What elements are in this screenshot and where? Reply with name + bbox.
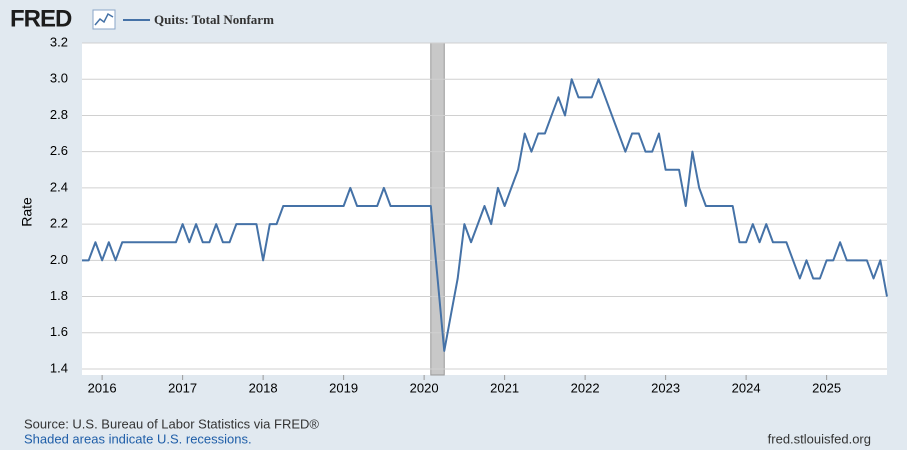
x-tick-label: 2022 [571,380,600,395]
x-tick-label: 2019 [329,380,358,395]
series-line [82,78,888,352]
y-tick-label: 2.8 [50,107,68,122]
x-tick-label: 2023 [651,380,680,395]
y-tick-label: 1.8 [50,288,68,303]
y-tick-label: 3.0 [50,71,68,86]
x-tick-label: 2025 [812,380,841,395]
x-tick-label: 2016 [88,380,117,395]
y-tick-label: 3.2 [50,34,68,49]
x-tick-label: 2021 [490,380,519,395]
x-tick-label: 2017 [168,380,197,395]
url[interactable]: fred.stlouisfed.org [768,431,871,446]
source: Source: U.S. Bureau of Labor Statistics … [24,416,319,431]
y-tick-label: 2.0 [50,252,68,267]
x-tick-label: 2018 [249,380,278,395]
y-tick-label: 2.6 [50,143,68,158]
logo: FRED [10,5,72,32]
plot-area [82,43,887,375]
legend-label: Quits: Total Nonfarm [154,12,274,27]
logo-icon [92,9,116,30]
x-tick-label: 2024 [732,380,761,395]
y-axis-label: Rate [19,197,35,227]
y-tick-label: 1.6 [50,324,68,339]
y-tick-label: 2.4 [50,179,68,194]
x-tick-label: 2020 [410,380,439,395]
recession-note[interactable]: Shaded areas indicate U.S. recessions. [24,431,252,446]
y-tick-label: 2.2 [50,216,68,231]
y-tick-label: 1.4 [50,360,68,375]
